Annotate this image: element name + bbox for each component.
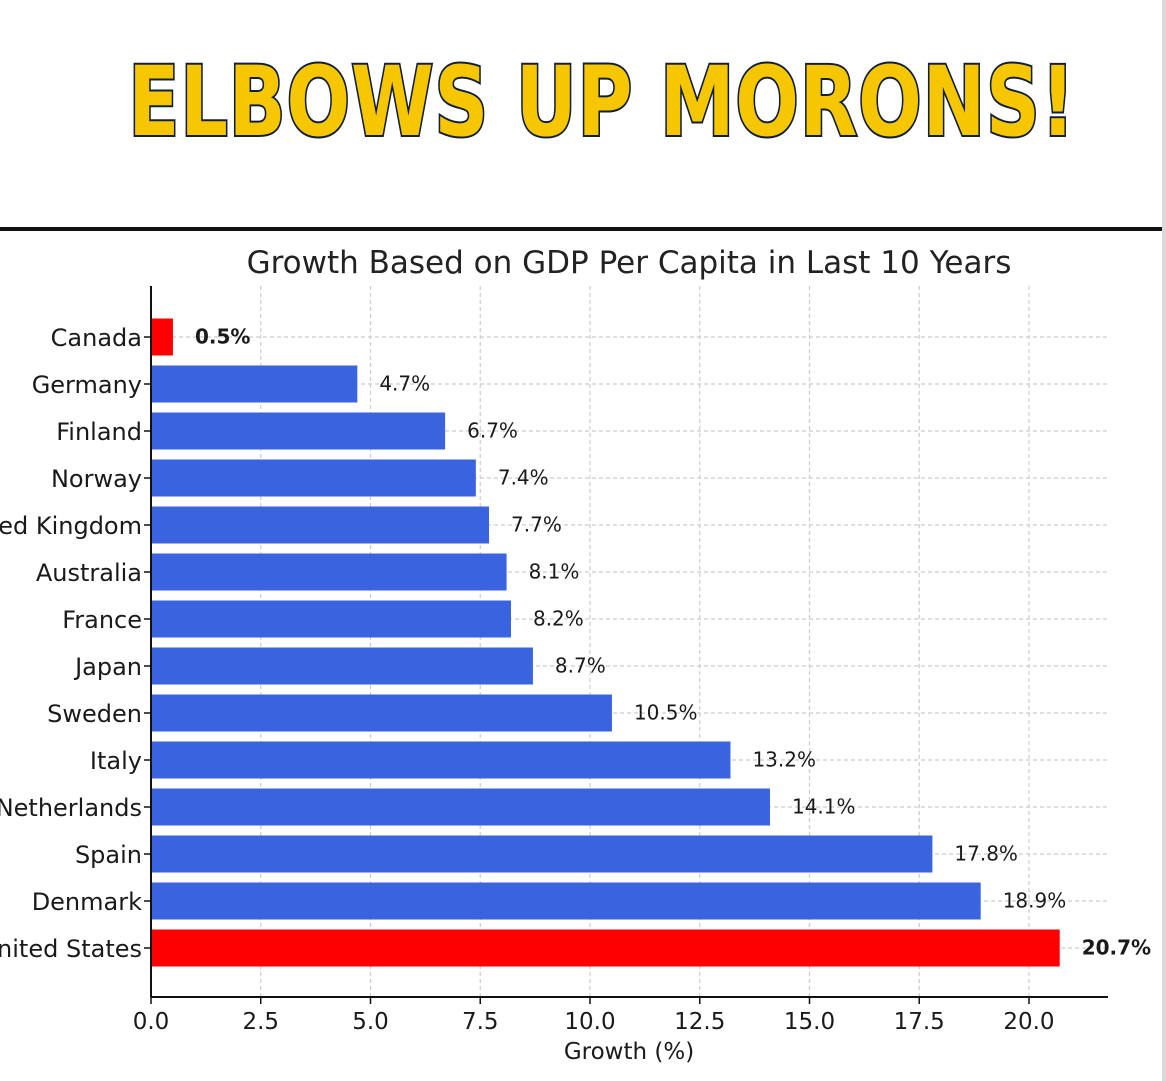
bar-netherlands bbox=[151, 788, 770, 826]
bar-germany bbox=[151, 365, 358, 403]
value-label: 0.5% bbox=[195, 325, 250, 349]
category-label: Italy bbox=[90, 747, 142, 775]
category-label: Japan bbox=[73, 653, 142, 681]
growth-bar-chart: Growth Based on GDP Per Capita in Last 1… bbox=[0, 245, 1151, 1065]
bars bbox=[151, 318, 1060, 967]
category-label: Denmark bbox=[32, 888, 142, 916]
x-tick-label: 15.0 bbox=[784, 1009, 835, 1035]
value-label: 20.7% bbox=[1082, 936, 1151, 960]
category-label: Finland bbox=[56, 418, 142, 446]
category-label: Norway bbox=[51, 465, 142, 493]
x-tick-label: 20.0 bbox=[1003, 1009, 1054, 1035]
bar-norway bbox=[151, 459, 476, 497]
category-label: United Kingdom bbox=[0, 512, 142, 540]
value-label: 4.7% bbox=[379, 372, 430, 396]
category-label: Australia bbox=[36, 559, 142, 587]
value-label: 17.8% bbox=[954, 842, 1018, 866]
value-label: 7.4% bbox=[498, 466, 549, 490]
value-label: 7.7% bbox=[511, 513, 562, 537]
bar-united-kingdom bbox=[151, 506, 490, 544]
value-label: 6.7% bbox=[467, 419, 518, 443]
category-label: Netherlands bbox=[0, 794, 142, 822]
right-border bbox=[1162, 0, 1166, 1081]
x-axis-label: Growth (%) bbox=[564, 1039, 694, 1065]
category-label: Germany bbox=[32, 371, 142, 399]
x-tick-label: 17.5 bbox=[894, 1009, 945, 1035]
value-label: 8.7% bbox=[555, 654, 606, 678]
bar-united-states bbox=[151, 929, 1060, 967]
bar-canada bbox=[151, 318, 173, 356]
bar-italy bbox=[151, 741, 731, 779]
category-label: Sweden bbox=[47, 700, 142, 728]
bar-france bbox=[151, 600, 511, 638]
bar-spain bbox=[151, 835, 933, 873]
bar-sweden bbox=[151, 694, 612, 732]
value-label: 13.2% bbox=[752, 748, 816, 772]
category-label: Canada bbox=[51, 324, 142, 352]
axes bbox=[144, 286, 1108, 1004]
banner-divider bbox=[0, 227, 1166, 231]
x-tick-label: 5.0 bbox=[352, 1009, 389, 1035]
value-label: 18.9% bbox=[1003, 889, 1067, 913]
x-tick-label: 0.0 bbox=[133, 1009, 170, 1035]
x-tick-label: 10.0 bbox=[564, 1009, 615, 1035]
category-label: France bbox=[62, 606, 142, 634]
category-label: United States bbox=[0, 935, 142, 963]
bar-denmark bbox=[151, 882, 981, 920]
bar-japan bbox=[151, 647, 533, 685]
chart-title: Growth Based on GDP Per Capita in Last 1… bbox=[247, 245, 1012, 281]
value-label: 14.1% bbox=[792, 795, 856, 819]
labels: 0.5% Canada 4.7% Germany 6.7% Finland 7.4% Norw… bbox=[0, 324, 1151, 1035]
value-label: 8.1% bbox=[529, 560, 580, 584]
headline-banner: ELBOWS UP MORONS! bbox=[127, 44, 1077, 160]
bar-finland bbox=[151, 412, 446, 450]
bar-australia bbox=[151, 553, 507, 591]
value-label: 10.5% bbox=[634, 701, 698, 725]
x-tick-label: 7.5 bbox=[462, 1009, 499, 1035]
category-label: Spain bbox=[75, 841, 142, 869]
x-tick-label: 12.5 bbox=[674, 1009, 725, 1035]
value-label: 8.2% bbox=[533, 607, 584, 631]
x-tick-label: 2.5 bbox=[242, 1009, 279, 1035]
